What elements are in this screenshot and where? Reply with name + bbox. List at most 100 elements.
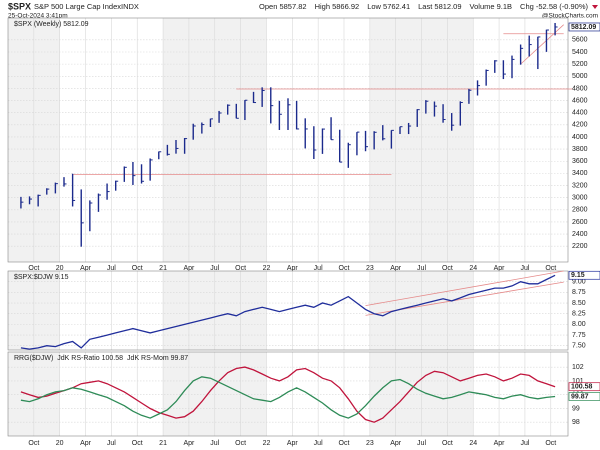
x-tick-label: 20 — [56, 265, 64, 272]
x-tick-label: 21 — [159, 440, 167, 447]
x-tick-label: Oct — [235, 265, 246, 272]
x-tick-label: Jul — [314, 265, 323, 272]
quote-item: High 5866.92 — [315, 2, 360, 11]
panel-legend: RRG($DJW) — [14, 355, 53, 362]
quote-item: Last 5812.09 — [418, 2, 461, 11]
panel-legend: $SPX (Weekly) 5812.09 — [14, 21, 89, 28]
series-line — [20, 366, 556, 423]
x-tick-label: Oct — [28, 265, 39, 272]
down-arrow — [592, 5, 598, 9]
x-tick-label: Oct — [545, 440, 556, 447]
y-tick-label: 2800 — [572, 207, 588, 214]
panel-frame — [7, 270, 569, 351]
y-tick-label: 8.00 — [572, 321, 586, 328]
x-tick-label: Apr — [80, 440, 92, 447]
x-tick-label: Apr — [183, 440, 195, 447]
y-tick-label: 98 — [572, 419, 580, 426]
reference-line — [365, 270, 564, 306]
y-tick-label: 8.50 — [572, 300, 586, 307]
y-tick-label: 102 — [572, 364, 584, 371]
x-tick-label: Oct — [132, 265, 143, 272]
x-tick-label: Oct — [339, 265, 350, 272]
watermark: @StockCharts.com — [542, 13, 598, 20]
y-tick-label: 8.75 — [572, 289, 586, 296]
y-tick-label: 5000 — [572, 73, 588, 80]
y-tick-label: 4400 — [572, 110, 588, 117]
series-line — [20, 376, 556, 419]
x-tick-label: Jul — [417, 265, 426, 272]
legend-entry: JdK RS-Ratio 100.58 — [57, 355, 123, 362]
x-tick-label: Apr — [287, 440, 299, 447]
y-tick-label: 7.75 — [572, 332, 586, 339]
x-tick-label: 23 — [366, 265, 374, 272]
y-tick-label: 9.00 — [572, 279, 586, 286]
x-tick-label: Oct — [235, 440, 246, 447]
x-tick-label: Apr — [80, 265, 92, 272]
x-tick-label: Oct — [545, 265, 556, 272]
x-tick-label: Apr — [390, 440, 402, 447]
quote-item: Volume 9.1B — [470, 2, 513, 11]
y-tick-label: 3800 — [572, 146, 588, 153]
panel-frame — [7, 351, 569, 437]
last-value-label: 99.87 — [571, 393, 589, 400]
y-tick-label: 2400 — [572, 231, 588, 238]
panel-legend: $SPX:$DJW 9.15 — [14, 274, 69, 281]
y-tick-label: 4800 — [572, 85, 588, 92]
legend-entry: JdK RS-Mom 99.87 — [127, 355, 188, 362]
date: 25-Oct-2024 3:41pm — [8, 13, 68, 20]
x-tick-label: 24 — [469, 440, 477, 447]
symbol: $SPX — [8, 1, 31, 11]
y-tick-label: 3200 — [572, 182, 588, 189]
y-tick-label: 2600 — [572, 219, 588, 226]
x-tick-label: Jul — [520, 265, 529, 272]
y-tick-label: 7.50 — [572, 343, 586, 350]
last-value-box — [568, 270, 600, 280]
year-band — [473, 271, 568, 350]
last-value-box — [568, 22, 600, 32]
x-tick-label: Jul — [107, 265, 116, 272]
x-tick-label: Apr — [494, 265, 506, 272]
quote-item: Low 5762.41 — [367, 2, 410, 11]
x-tick-label: Jul — [210, 265, 219, 272]
x-tick-label: Jul — [210, 440, 219, 447]
x-tick-label: 21 — [159, 265, 167, 272]
x-tick-label: Apr — [287, 265, 299, 272]
y-tick-label: 99 — [572, 405, 580, 412]
last-value-box — [568, 392, 600, 401]
y-tick-label: 4200 — [572, 122, 588, 129]
security-name: S&P 500 Large Cap Index — [34, 2, 121, 11]
x-tick-label: 22 — [263, 440, 271, 447]
last-value-label: 9.15 — [571, 272, 585, 279]
y-tick-label: 5400 — [572, 49, 588, 56]
x-tick-label: Jul — [520, 440, 529, 447]
x-tick-label: 20 — [56, 440, 64, 447]
y-tick-label: 5600 — [572, 37, 588, 44]
y-tick-label: 5200 — [572, 61, 588, 68]
x-tick-label: Oct — [28, 440, 39, 447]
x-tick-label: Jul — [107, 440, 116, 447]
panel-frame — [7, 17, 569, 263]
y-tick-label: 101 — [572, 378, 584, 385]
x-tick-label: 22 — [263, 265, 271, 272]
x-tick-label: Oct — [442, 265, 453, 272]
y-tick-label: 8.25 — [572, 311, 586, 318]
y-tick-label: 3000 — [572, 195, 588, 202]
x-tick-label: 24 — [469, 265, 477, 272]
y-tick-label: 3400 — [572, 170, 588, 177]
series-line — [20, 274, 556, 350]
x-tick-label: Jul — [417, 440, 426, 447]
y-tick-label: 2200 — [572, 243, 588, 250]
x-tick-label: Apr — [390, 265, 402, 272]
x-tick-label: Oct — [339, 440, 350, 447]
quote-item: Open 5857.82 — [259, 2, 307, 11]
last-value-box — [568, 382, 600, 392]
y-tick-label: 3600 — [572, 158, 588, 165]
x-tick-label: Jul — [314, 440, 323, 447]
x-tick-label: Apr — [183, 265, 195, 272]
x-tick-label: Oct — [132, 440, 143, 447]
reference-line — [520, 24, 564, 65]
year-band — [473, 352, 568, 436]
x-tick-label: Oct — [442, 440, 453, 447]
y-tick-label: 4600 — [572, 97, 588, 104]
